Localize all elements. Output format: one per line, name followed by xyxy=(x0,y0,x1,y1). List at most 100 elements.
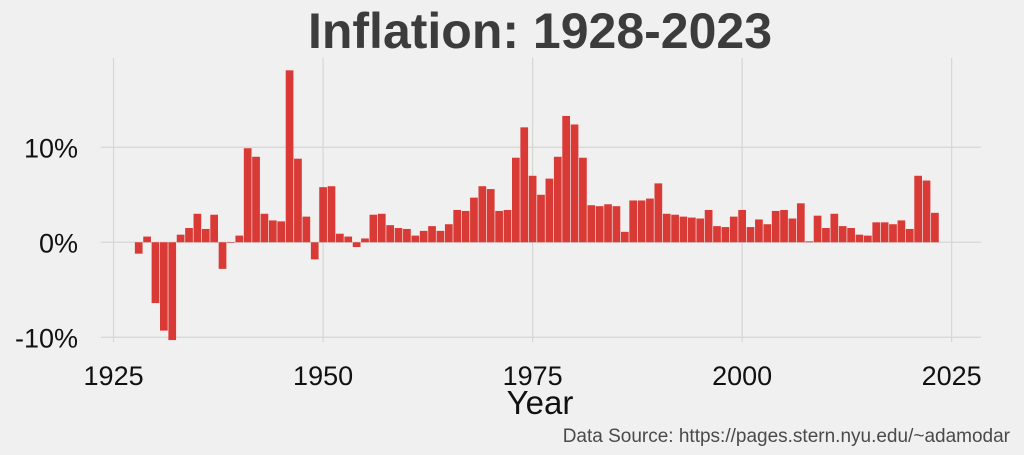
bar-1974 xyxy=(520,127,529,243)
y-tick-label: -10% xyxy=(15,323,78,353)
bar-1965 xyxy=(444,224,453,243)
x-tick-label: 1950 xyxy=(293,361,353,391)
bar-1999 xyxy=(729,216,738,243)
bar-1960 xyxy=(403,228,411,243)
bar-1946 xyxy=(285,70,294,243)
bar-1971 xyxy=(495,210,503,243)
bar-1962 xyxy=(419,230,428,243)
bar-1976 xyxy=(537,194,545,243)
bar-1937 xyxy=(210,214,218,243)
bar-2021 xyxy=(914,175,922,243)
bar-1936 xyxy=(201,228,210,243)
bar-1989 xyxy=(646,198,654,243)
bar-1944 xyxy=(268,220,277,243)
bar-1956 xyxy=(369,214,378,243)
chart-title: Inflation: 1928-2023 xyxy=(308,3,772,59)
x-tick-label: 1975 xyxy=(503,361,563,391)
bar-1981 xyxy=(579,157,587,243)
bar-2015 xyxy=(864,235,872,243)
bar-1961 xyxy=(411,235,420,243)
bar-1990 xyxy=(654,183,663,243)
bar-1952 xyxy=(336,233,344,243)
x-tick-label: 2025 xyxy=(922,361,982,391)
bar-1987 xyxy=(629,200,638,243)
bar-2007 xyxy=(796,203,805,243)
bar-2010 xyxy=(822,228,830,243)
bar-1931 xyxy=(160,242,168,331)
bar-1996 xyxy=(704,209,713,243)
bar-1939 xyxy=(227,242,235,243)
bar-1947 xyxy=(294,158,302,243)
bar-1929 xyxy=(143,236,151,243)
bar-2013 xyxy=(847,228,855,243)
bar-1988 xyxy=(637,200,646,243)
bar-1930 xyxy=(151,242,160,304)
bar-series xyxy=(134,70,939,341)
bar-1985 xyxy=(612,206,621,243)
bar-1958 xyxy=(386,225,394,243)
bar-1970 xyxy=(486,189,495,243)
bar-2002 xyxy=(755,219,763,243)
bar-2019 xyxy=(897,220,906,243)
x-tick-label: 1925 xyxy=(84,361,144,391)
bar-1986 xyxy=(620,231,629,243)
bar-1942 xyxy=(252,156,260,243)
bar-1964 xyxy=(436,230,445,243)
bar-1983 xyxy=(595,206,604,243)
bar-1966 xyxy=(453,209,462,243)
bar-2020 xyxy=(905,228,914,243)
bar-2001 xyxy=(746,227,755,243)
bar-1995 xyxy=(696,218,705,243)
bar-2018 xyxy=(889,224,897,243)
bar-1994 xyxy=(688,217,696,243)
bar-2006 xyxy=(788,218,797,243)
bar-1951 xyxy=(327,186,336,243)
bar-1941 xyxy=(243,148,252,243)
bar-1955 xyxy=(361,238,369,243)
bar-2022 xyxy=(922,180,931,243)
tick-labels: 1925 1950 1975 2000 2025 -10% 0% 10% xyxy=(15,133,982,391)
bar-1949 xyxy=(310,242,319,260)
bar-1984 xyxy=(604,204,612,243)
bar-1943 xyxy=(260,213,269,243)
bar-1973 xyxy=(512,157,520,243)
bar-1935 xyxy=(193,213,202,243)
bar-1980 xyxy=(570,124,579,243)
bar-1934 xyxy=(185,228,193,243)
bar-1975 xyxy=(528,175,537,243)
bar-1998 xyxy=(721,227,730,243)
bar-1993 xyxy=(679,216,688,243)
bar-1968 xyxy=(470,197,478,243)
x-tick-label: 2000 xyxy=(712,361,772,391)
bar-2009 xyxy=(813,215,822,243)
bar-1945 xyxy=(277,221,286,243)
data-source-note: Data Source: https://pages.stern.nyu.edu… xyxy=(563,426,1011,447)
bar-1953 xyxy=(344,236,353,243)
bar-1978 xyxy=(553,156,562,243)
bar-2017 xyxy=(880,222,889,243)
x-axis-label: Year xyxy=(507,384,574,421)
bar-2000 xyxy=(738,209,746,243)
bar-1997 xyxy=(713,226,721,243)
bar-1959 xyxy=(394,228,403,243)
y-tick-label: 10% xyxy=(24,133,78,163)
bar-1977 xyxy=(545,178,554,243)
bar-2014 xyxy=(855,234,864,243)
bar-2008 xyxy=(805,241,814,243)
bar-1991 xyxy=(662,213,671,243)
bar-1963 xyxy=(428,226,436,243)
bar-1932 xyxy=(168,242,177,341)
bar-1982 xyxy=(587,205,596,243)
y-tick-label: 0% xyxy=(39,228,78,258)
bar-1967 xyxy=(461,210,470,243)
bar-2005 xyxy=(780,209,788,243)
bar-1950 xyxy=(319,187,327,243)
bar-1954 xyxy=(352,242,361,248)
bar-2011 xyxy=(830,213,839,243)
bar-1948 xyxy=(302,216,311,243)
bar-1928 xyxy=(134,242,143,254)
bar-2012 xyxy=(838,226,847,243)
bar-2023 xyxy=(931,212,939,243)
